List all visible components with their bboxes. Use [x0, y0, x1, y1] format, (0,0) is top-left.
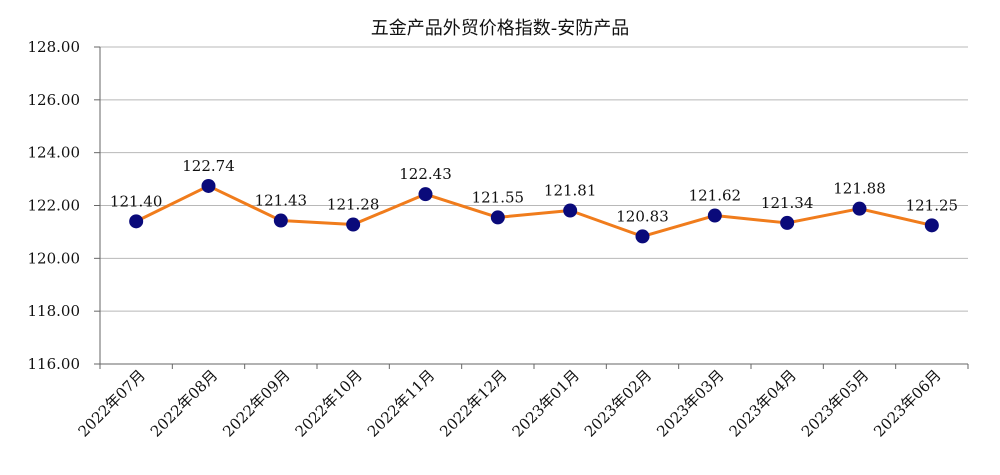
series-layer: [129, 178, 939, 244]
data-point: [273, 213, 288, 228]
data-point: [924, 218, 939, 233]
x-tick-label: 2023年04月: [726, 366, 800, 440]
data-label: 122.43: [399, 165, 452, 183]
data-point: [129, 214, 144, 229]
data-point: [490, 210, 505, 225]
data-label: 121.34: [761, 194, 814, 212]
x-tick-label: 2022年12月: [436, 366, 510, 440]
series-line: [135, 184, 933, 238]
grid-layer: [94, 46, 968, 365]
data-label: 121.28: [327, 196, 380, 214]
data-label: 120.83: [616, 207, 669, 225]
y-tick-label: 126.00: [28, 91, 81, 109]
x-tick-label: 2022年10月: [292, 366, 366, 440]
data-label: 121.40: [110, 192, 163, 210]
y-axis-ticks: 128.00 126.00 124.00 122.00 120.00 118.00 116.…: [28, 38, 81, 373]
data-point: [780, 215, 795, 230]
y-tick-label: 116.00: [28, 355, 81, 373]
data-point: [852, 201, 867, 216]
x-axis-ticks: 2022年07月2022年08月2022年09月2022年10月2022年11月…: [75, 364, 969, 441]
y-tick-label: 118.00: [28, 302, 81, 320]
x-tick-label: 2022年11月: [364, 366, 438, 440]
x-tick-label: 2023年03月: [653, 366, 727, 440]
x-tick-label: 2023年05月: [798, 366, 872, 440]
data-label: 121.81: [544, 182, 597, 200]
y-tick-label: 124.00: [28, 144, 81, 162]
x-tick-label: 2022年08月: [147, 366, 221, 440]
data-point: [563, 203, 578, 218]
data-point: [707, 208, 722, 223]
y-tick-label: 122.00: [28, 197, 81, 215]
chart-title: 五金产品外贸价格指数-安防产品: [371, 18, 630, 39]
data-label-layer: 121.40 122.74 121.43 121.28 122.43 121.55 121.…: [110, 157, 958, 225]
y-tick-label: 120.00: [28, 249, 81, 267]
data-label: 121.55: [472, 188, 525, 206]
x-tick-label: 2023年01月: [509, 366, 583, 440]
data-label: 121.88: [833, 180, 886, 198]
data-label: 122.74: [182, 157, 235, 175]
x-tick-label: 2023年02月: [581, 366, 655, 440]
data-point: [346, 217, 361, 232]
data-point: [635, 229, 650, 244]
x-tick-label: 2022年09月: [219, 366, 293, 440]
data-label: 121.62: [689, 187, 742, 205]
data-point: [201, 178, 216, 193]
x-tick-label: 2022年07月: [75, 366, 149, 440]
data-point: [418, 187, 433, 202]
data-label: 121.25: [906, 196, 959, 214]
x-tick-label: 2023年06月: [870, 366, 944, 440]
y-tick-label: 128.00: [28, 38, 81, 56]
data-label: 121.43: [255, 192, 308, 210]
